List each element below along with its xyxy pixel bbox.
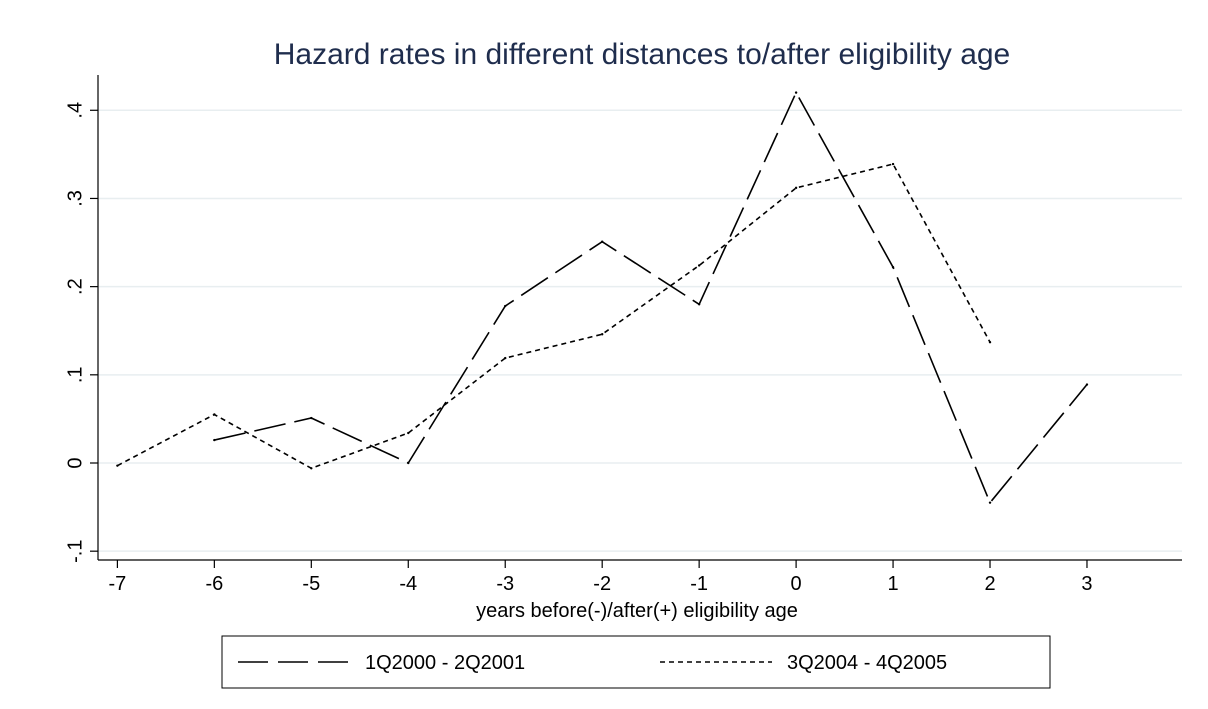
series-line [214, 90, 1088, 505]
y-tick-label: .2 [64, 278, 86, 295]
data-point [697, 303, 701, 306]
data-point [891, 162, 895, 166]
data-point [600, 240, 604, 243]
x-tick-label: -2 [593, 573, 611, 595]
data-point [310, 467, 313, 470]
x-axis-label: years before(-)/after(+) eligibility age [476, 600, 798, 622]
data-point [504, 356, 507, 360]
data-point [407, 461, 410, 465]
y-tick-label: .3 [64, 190, 86, 207]
data-point [310, 416, 313, 420]
data-point [213, 438, 216, 442]
data-point [116, 464, 119, 467]
y-tick-label: 0 [64, 457, 86, 468]
gridlines [98, 109, 1182, 552]
data-point [891, 266, 895, 269]
ticks: -.1 0 .1 .2 .3 .4 -7 -6 -5 -4 -3 -2 -1 0 1 2 3 [64, 102, 1092, 595]
x-tick-label: 2 [984, 573, 995, 595]
legend-label: 1Q2000 - 2Q2001 [365, 652, 525, 674]
data-point [1085, 383, 1089, 386]
data-point [988, 340, 992, 344]
x-tick-label: -4 [399, 573, 417, 595]
data-point [697, 264, 701, 267]
chart-title: Hazard rates in different distances to/a… [274, 38, 1011, 71]
data-point [988, 501, 992, 504]
x-tick-label: 1 [888, 573, 899, 595]
series-line [117, 163, 991, 470]
x-tick-label: 0 [791, 573, 802, 595]
x-tick-label: -7 [108, 573, 126, 595]
data-point [794, 186, 798, 190]
data-point [213, 413, 216, 416]
y-tick-label: .1 [64, 366, 86, 383]
data-point [407, 431, 410, 435]
axes [97, 75, 1182, 561]
x-tick-label: 3 [1081, 573, 1092, 595]
x-tick-label: -1 [690, 573, 708, 595]
data-point [600, 333, 604, 336]
legend-label: 3Q2004 - 4Q2005 [787, 652, 947, 674]
y-tick-label: .4 [64, 102, 86, 119]
series-lines [116, 90, 1089, 505]
x-tick-label: -5 [302, 573, 320, 595]
legend: 1Q2000 - 2Q2001 3Q2004 - 4Q2005 [221, 635, 1051, 689]
y-tick-label: -.1 [64, 540, 86, 563]
x-tick-label: -6 [205, 573, 223, 595]
data-point [794, 91, 798, 94]
legend-box [221, 635, 1051, 689]
data-point [504, 304, 507, 308]
x-tick-label: -3 [496, 573, 514, 595]
